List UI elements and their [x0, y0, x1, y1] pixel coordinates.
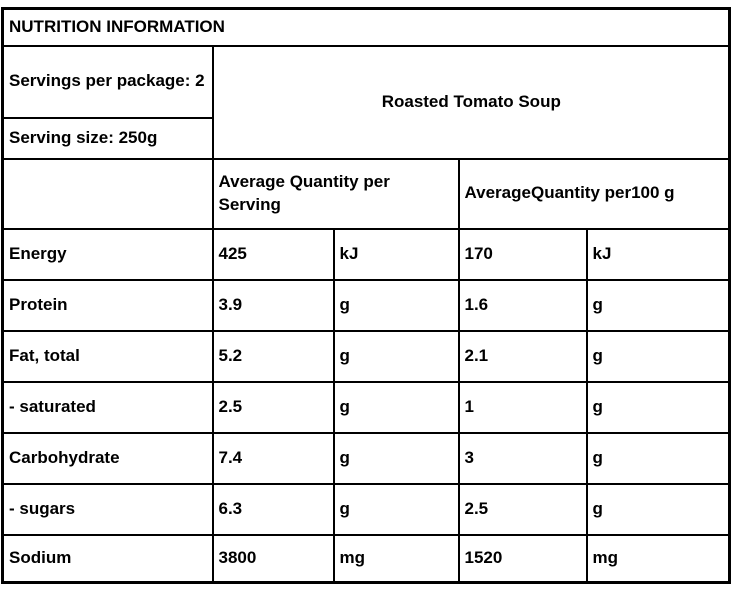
table-row-column-headers: Average Quantity per Serving AverageQuan…: [1, 157, 731, 230]
table-row-serving-size: Serving size: 250g: [1, 116, 730, 160]
per100-unit: g: [585, 482, 731, 536]
serving-value: 6.3: [211, 482, 335, 536]
serving-unit: g: [332, 278, 460, 332]
table-row-saturated: - saturated 2.5 g 1 g: [1, 380, 731, 434]
per100-value: 1.6: [457, 278, 588, 332]
nutrient-label: - saturated: [1, 380, 214, 434]
per100-unit: kJ: [585, 227, 731, 281]
nutrition-information-title: NUTRITION INFORMATION: [1, 7, 731, 47]
table-row-sodium: Sodium 3800 mg 1520 mg: [1, 533, 731, 584]
table-row-servings: Servings per package: 2 Roasted Tomato S…: [1, 44, 731, 160]
per100-value: 3: [457, 431, 588, 485]
per100-value: 170: [457, 227, 588, 281]
nutrient-label: Sodium: [1, 533, 214, 584]
per100-unit: mg: [585, 533, 731, 584]
per100-unit: g: [585, 278, 731, 332]
serving-unit: g: [332, 329, 460, 383]
serving-unit: g: [332, 380, 460, 434]
table-row-carbohydrate: Carbohydrate 7.4 g 3 g: [1, 431, 731, 485]
serving-unit: mg: [332, 533, 460, 584]
table-row-sugars: - sugars 6.3 g 2.5 g: [1, 482, 731, 536]
nutrient-label: Fat, total: [1, 329, 214, 383]
nutrient-label: Energy: [1, 227, 214, 281]
serving-unit: kJ: [332, 227, 460, 281]
nutrient-label: Protein: [1, 278, 214, 332]
per100-unit: g: [585, 380, 731, 434]
column-header-per-100g: AverageQuantity per100 g: [457, 157, 731, 230]
empty-header-cell: [1, 157, 214, 230]
serving-value: 3800: [211, 533, 335, 584]
per100-value: 2.5: [457, 482, 588, 536]
per100-value: 1520: [457, 533, 588, 584]
table-row-protein: Protein 3.9 g 1.6 g: [1, 278, 731, 332]
per100-value: 1: [457, 380, 588, 434]
servings-per-package: Servings per package: 2: [1, 44, 214, 119]
per100-unit: g: [585, 329, 731, 383]
serving-value: 3.9: [211, 278, 335, 332]
nutrition-table: NUTRITION INFORMATION Servings per packa…: [1, 7, 732, 584]
per100-value: 2.1: [457, 329, 588, 383]
nutrient-label: Carbohydrate: [1, 431, 214, 485]
table-row-fat-total: Fat, total 5.2 g 2.1 g: [1, 329, 731, 383]
serving-value: 5.2: [211, 329, 335, 383]
serving-value: 425: [211, 227, 335, 281]
serving-value: 2.5: [211, 380, 335, 434]
serving-value: 7.4: [211, 431, 335, 485]
serving-unit: g: [332, 431, 460, 485]
column-header-per-serving: Average Quantity per Serving: [211, 157, 460, 230]
product-title: Roasted Tomato Soup: [211, 44, 731, 160]
serving-unit: g: [332, 482, 460, 536]
table-row-energy: Energy 425 kJ 170 kJ: [1, 227, 731, 281]
per100-unit: g: [585, 431, 731, 485]
serving-size: Serving size: 250g: [1, 116, 214, 160]
nutrient-label: - sugars: [1, 482, 214, 536]
table-row-header: NUTRITION INFORMATION: [1, 7, 731, 47]
